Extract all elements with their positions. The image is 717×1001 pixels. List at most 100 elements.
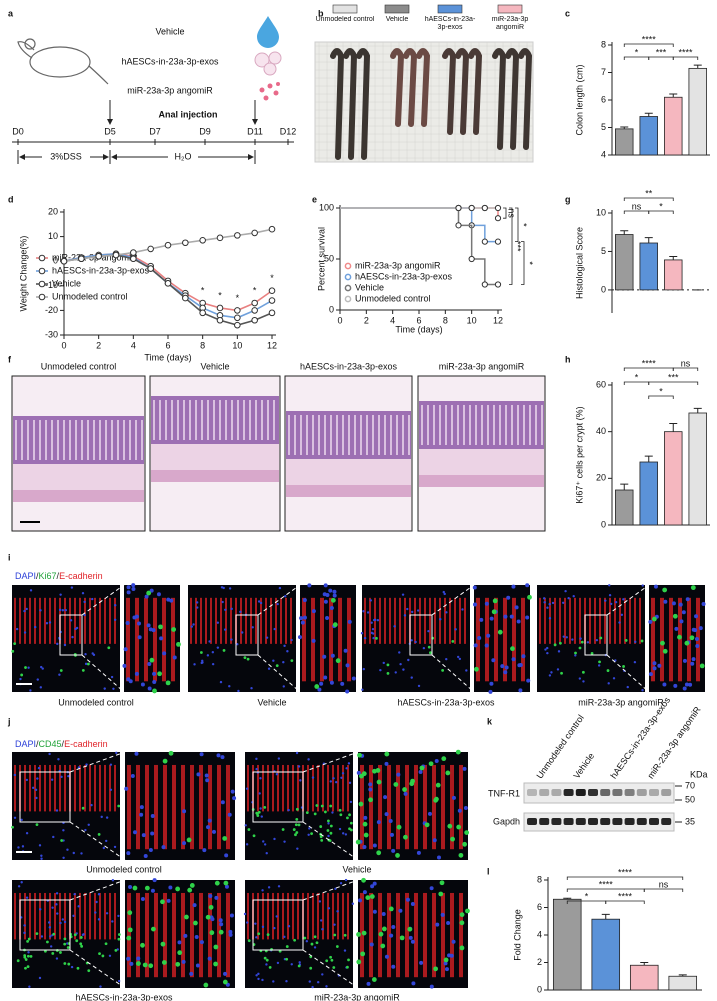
stained-cell [35, 823, 39, 827]
epithelium [347, 764, 349, 812]
nucleus [332, 777, 335, 780]
epithelium [99, 892, 101, 940]
nucleus [429, 984, 434, 989]
nucleus [134, 671, 139, 676]
nucleus [427, 811, 432, 816]
epithelium [171, 597, 175, 682]
colon [356, 48, 371, 160]
epithelium [287, 892, 289, 940]
stained-cell [69, 935, 73, 939]
nucleus [114, 604, 117, 607]
epithelium [414, 764, 418, 850]
stained-cell [407, 926, 413, 932]
nucleus [66, 848, 69, 851]
nucleus [275, 772, 279, 776]
zoom-link [302, 751, 359, 773]
epithelium [634, 597, 636, 644]
nucleus [406, 607, 409, 611]
band [527, 818, 537, 825]
stained-cell [152, 688, 157, 694]
nucleus [220, 800, 225, 805]
epithelium [24, 764, 26, 812]
nucleus [548, 617, 552, 620]
stained-cell [368, 797, 373, 803]
bar [591, 918, 621, 991]
nucleus [61, 918, 65, 921]
nucleus [208, 640, 211, 643]
image-label: Vehicle [257, 697, 286, 707]
epithelium [512, 597, 516, 682]
epithelium [190, 764, 194, 850]
sig-bracket [648, 395, 674, 399]
nucleus [461, 608, 464, 611]
stained-cell [329, 955, 333, 959]
nucleus [562, 635, 565, 638]
band [551, 789, 562, 796]
nucleus [526, 678, 531, 683]
nucleus [37, 766, 41, 770]
stained-cell [247, 828, 251, 831]
epithelium [250, 597, 252, 644]
epithelium [569, 597, 571, 644]
y-tick-label: 0 [601, 284, 606, 294]
nucleus [302, 615, 307, 620]
epithelium [423, 764, 427, 850]
stained-cell [79, 942, 83, 946]
nucleus [259, 807, 262, 810]
nucleus [259, 777, 262, 780]
epithelium [292, 764, 294, 812]
epithelium [49, 892, 51, 940]
nucleus [698, 626, 703, 631]
sig-label: * [270, 273, 274, 283]
nucleus [657, 663, 662, 668]
epithelium [285, 597, 287, 644]
nucleus [20, 881, 23, 884]
stained-cell [332, 622, 338, 628]
epithelium [277, 892, 279, 940]
epithelium [153, 597, 157, 682]
epithelium [208, 892, 212, 978]
point [251, 316, 258, 324]
y-axis-label: Ki67⁺ cells per crypt (%) [574, 406, 584, 503]
epithelium [79, 892, 81, 940]
nucleus [39, 609, 42, 612]
epithelium [29, 892, 31, 940]
stained-cell [142, 962, 148, 968]
nucleus [518, 662, 523, 667]
nucleus [35, 796, 38, 800]
epithelium [74, 597, 76, 644]
nucleus [113, 618, 117, 621]
nucleus [61, 609, 65, 612]
nucleus [662, 682, 667, 687]
nucleus [124, 786, 129, 791]
nucleus [561, 601, 565, 604]
stained-cell [409, 781, 415, 787]
nucleus [653, 584, 658, 589]
nucleus [208, 893, 213, 898]
day-label: D9 [199, 126, 211, 136]
x-tick-label: 10 [232, 340, 242, 350]
sig-label: * [525, 261, 535, 265]
stained-cell [87, 969, 91, 973]
epithelium [678, 597, 682, 682]
stained-cell [329, 824, 333, 828]
point [468, 204, 475, 212]
epithelium [619, 597, 621, 644]
point [268, 287, 276, 295]
stained-cell [59, 669, 63, 672]
nucleus [694, 614, 699, 619]
epithelium [34, 597, 36, 644]
legend-label: Unmodeled control [355, 293, 431, 303]
stained-cell [313, 812, 317, 816]
stained-cell [171, 627, 177, 632]
nucleus [128, 679, 133, 684]
nucleus [410, 901, 415, 906]
nucleus [72, 914, 75, 918]
nucleus [571, 638, 574, 641]
exo [268, 51, 282, 65]
nucleus [162, 651, 167, 656]
stained-cell [246, 657, 250, 661]
nucleus [366, 611, 370, 614]
nucleus [607, 682, 610, 685]
stained-cell [193, 920, 198, 926]
